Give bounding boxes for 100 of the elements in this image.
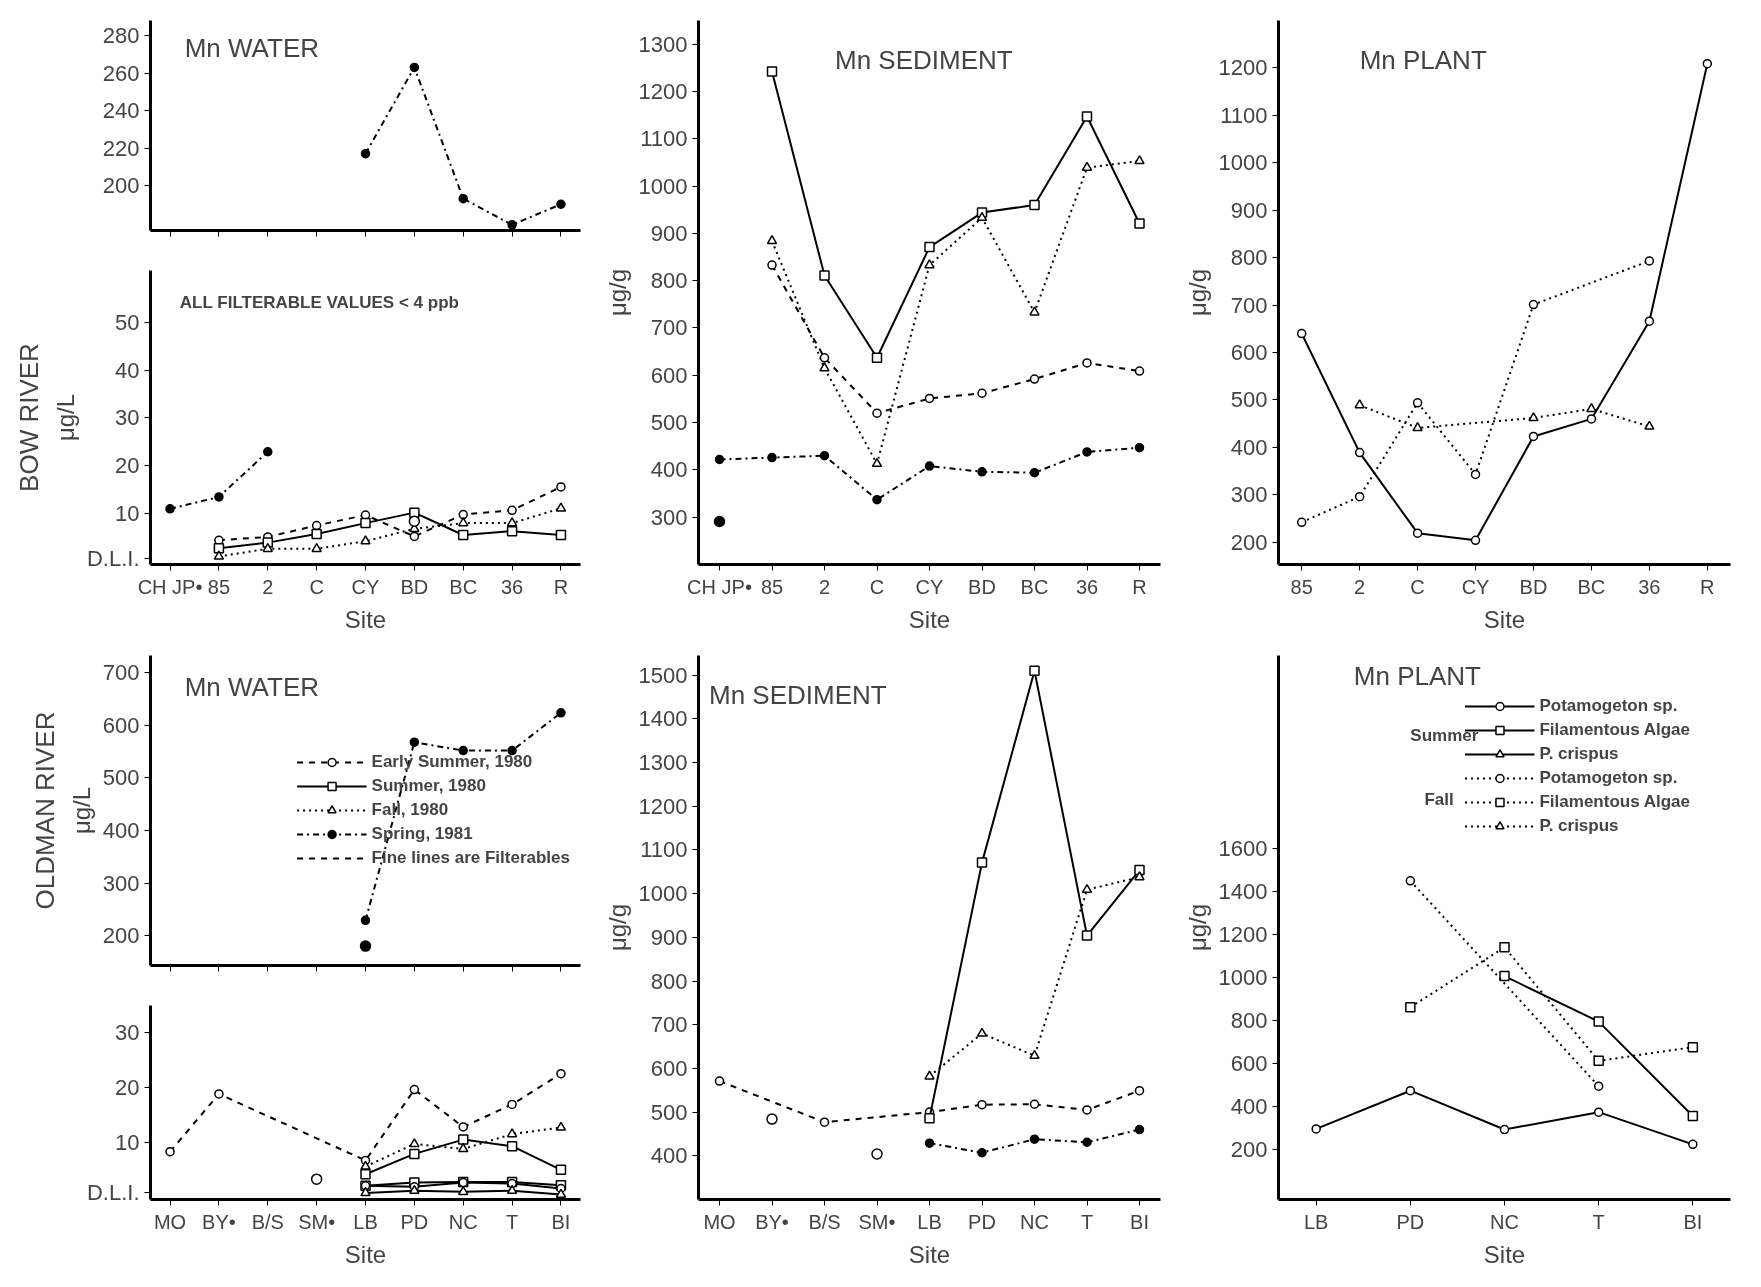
y-tick-label: 500 [1230,387,1268,413]
y-tick-label: 1100 [640,126,688,152]
annotation: Fall [1424,790,1454,810]
x-tick-label: SM• [858,1210,896,1233]
x-tick-label: T [1592,1210,1605,1233]
x-tick-label: 85 [1290,575,1313,598]
y-tick-label: 1400 [638,706,688,732]
x-axis-title: Site [908,1240,951,1268]
y-tick-label: D.L.I. [86,1179,140,1205]
y-tick-label: 1000 [1218,150,1268,176]
y-tick-label: 1100 [640,837,688,863]
x-tick-label: NC [448,1210,478,1233]
y-tick-label: 800 [650,268,688,294]
y-tick-label: 700 [1230,292,1268,318]
y-tick-label: 1400 [1218,879,1268,905]
y-tick-label: 1200 [638,793,688,819]
x-axis-title: Site [344,605,387,633]
text: Mn WATER [184,32,320,63]
y-tick-label: 300 [650,504,688,530]
x-tick-label: PD [968,1210,996,1233]
x-tick-label: BI [1130,1210,1149,1233]
x-tick-label: B/S [808,1210,841,1233]
y-tick-label: 1200 [1218,921,1268,947]
x-tick-label: BC [1020,575,1049,598]
y-tick-label: 1300 [638,750,688,776]
y-tick-label: 240 [102,98,140,123]
x-tick-label: 85 [207,575,231,598]
x-tick-label: PD [400,1210,429,1233]
x-tick-label: T [1080,1210,1094,1233]
y-tick-label: 260 [102,60,140,86]
x-tick-label: SM• [298,1210,336,1233]
text: Mn SEDIMENT [709,679,887,710]
x-tick-label: BY• [202,1210,236,1233]
x-tick-label: BI [1683,1210,1703,1233]
x-tick-label: BC [449,575,478,598]
x-tick-label: C [869,575,885,598]
y-tick-label: 700 [102,660,140,686]
legend-label: P. crispus [1539,815,1619,837]
y-tick-label: 10 [115,1130,140,1156]
y-tick-label: 400 [650,457,688,483]
y-tick-label: 1200 [638,78,688,104]
legend-label: Potamogeton sp. [1539,695,1678,717]
x-tick-label: R [1700,575,1715,598]
x-tick-label: BD [1519,575,1548,598]
y-axis-title: μg/g [1183,268,1211,317]
x-tick-label: CY [915,575,944,598]
text: Mn PLANT [1359,44,1487,75]
legend-label: Fall, 1980 [371,799,449,821]
y-tick-label: 500 [102,765,140,791]
legend-label: Summer, 1980 [371,775,486,797]
y-tick-label: 600 [650,362,688,388]
x-tick-label: C [1410,575,1425,598]
x-tick-label: MO [153,1210,187,1233]
y-tick-label: 1300 [638,31,688,57]
annotation: Summer [1410,726,1479,746]
y-tick-label: 400 [650,1143,688,1169]
y-tick-label: 280 [102,23,140,48]
x-tick-label: LB [353,1210,378,1233]
y-tick-label: 1100 [1220,102,1268,128]
x-tick-label: 2 [818,575,831,598]
x-tick-label: CH JP• [137,575,203,598]
text: BOW RIVER [13,343,44,492]
x-tick-label: PD [1396,1210,1425,1233]
x-tick-label: NC [1490,1210,1519,1233]
legend-label: Fine lines are Filterables [371,847,570,869]
x-tick-label: BD [400,575,429,598]
y-tick-label: D.L.I. [86,546,140,572]
y-axis-title: μg/L [51,393,79,442]
y-tick-label: 400 [102,817,140,843]
y-tick-label: 50 [115,310,140,336]
y-tick-label: 300 [102,870,140,896]
x-tick-label: MO [703,1210,736,1233]
y-tick-label: 1000 [638,173,688,199]
y-tick-label: 200 [1230,529,1268,555]
y-tick-label: 20 [115,1075,140,1101]
x-tick-label: C [309,575,324,598]
y-tick-label: 400 [1230,434,1268,460]
x-tick-label: NC [1020,1210,1049,1233]
y-tick-label: 600 [1230,340,1268,365]
y-tick-label: 10 [115,500,140,526]
x-axis-title: Site [344,1240,387,1268]
annotation: ALL FILTERABLE VALUES < 4 ppb [179,292,459,312]
x-tick-label: R [1132,575,1147,598]
x-tick-label: BY• [755,1210,789,1233]
y-tick-label: 220 [102,135,140,161]
y-tick-label: 600 [1230,1050,1268,1076]
legend-label: Potamogeton sp. [1539,767,1678,789]
x-tick-label: 2 [262,575,274,598]
x-tick-label: 36 [1638,575,1661,598]
x-tick-label: T [505,1210,519,1233]
x-axis-title: Site [1483,605,1526,633]
x-tick-label: LB [917,1210,942,1233]
text: Mn WATER [184,672,320,702]
legend-label: Early Summer, 1980 [371,751,533,773]
x-tick-label: CY [351,575,380,598]
x-axis-title: Site [908,605,951,633]
chart-title: Mn PLANT [1353,660,1482,691]
y-axis-title: μg/g [603,268,631,317]
y-tick-label: 1200 [1218,55,1268,81]
y-tick-label: 600 [102,712,140,738]
